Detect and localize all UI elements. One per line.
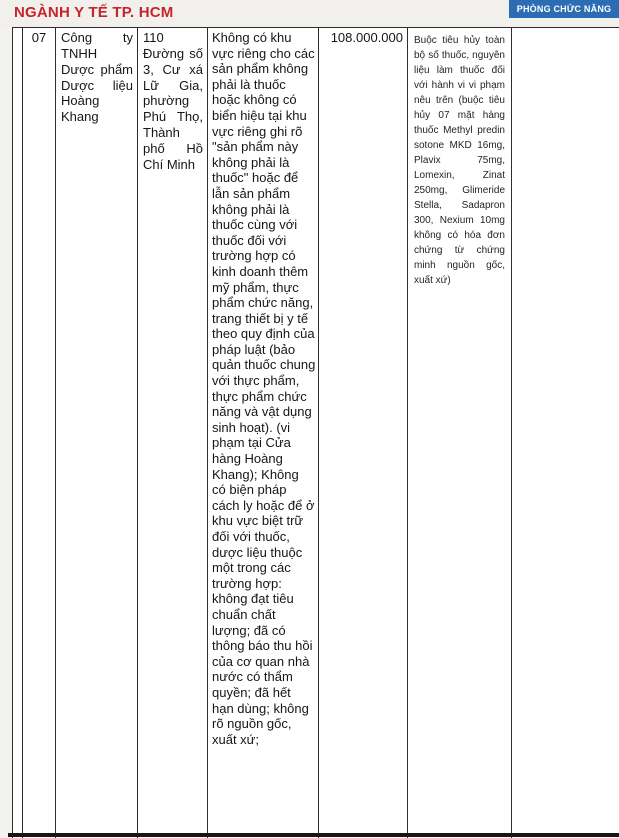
violations-table-row: 07 Công ty TNHH Dược phẩm Dược liệu Hoàn…: [12, 27, 619, 838]
phong-chuc-nang-button[interactable]: PHÒNG CHỨC NĂNG: [509, 0, 619, 18]
violation-description-cell: Không có khu vực riêng cho các sản phẩm …: [207, 27, 318, 838]
company-name-cell: Công ty TNHH Dược phẩm Dược liệu Hoàng K…: [55, 27, 137, 838]
empty-cell-left: [12, 27, 22, 838]
fine-amount-cell: 108.000.000: [318, 27, 407, 838]
remediation-cell: Buộc tiêu hủy toàn bộ số thuốc, nguyên l…: [407, 27, 511, 838]
empty-cell-right: [511, 27, 619, 838]
row-number-cell: 07: [22, 27, 55, 838]
site-title: NGÀNH Y TẾ TP. HCM: [14, 4, 174, 21]
table-bottom-border: [8, 833, 619, 837]
top-bar: NGÀNH Y TẾ TP. HCM PHÒNG CHỨC NĂNG: [0, 0, 619, 27]
address-cell: 110 Đường số 3, Cư xá Lữ Gia, phường Phú…: [137, 27, 207, 838]
